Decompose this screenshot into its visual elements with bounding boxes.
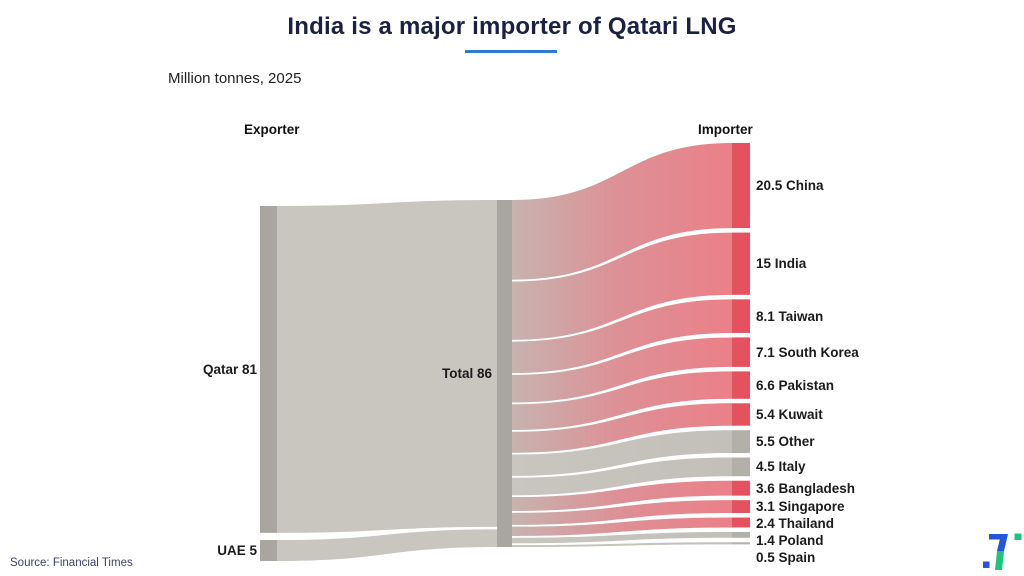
node-taiwan [732,299,750,333]
node-bangladesh [732,480,750,496]
node-poland [732,531,750,538]
node-kuwait [732,403,750,426]
node-other [732,430,750,454]
flow-total-kuwait [512,403,732,453]
logo-dot-blue-icon [983,561,990,568]
flow-total-poland [512,531,732,544]
node-south-korea [732,337,750,367]
node-singapore [732,500,750,514]
flow-total-india [512,232,732,340]
chart-title: India is a major importer of Qatari LNG [287,13,737,40]
source-attribution: Source: Financial Times [10,557,133,569]
importer-column-header: Importer [698,122,753,137]
flow-qatar-total [277,200,497,533]
chart-subtitle: Million tonnes, 2025 [168,70,302,87]
flow-total-other [512,430,732,476]
logo-seven-blue-icon [989,534,1008,551]
flow-total-china [512,143,732,280]
brand-logo [983,533,1022,570]
flow-uae-total [277,529,497,561]
flow-total-singapore [512,500,732,525]
title-underline [465,50,557,53]
logo-stem-green-icon [995,551,1004,570]
flow-total-spain [512,542,732,547]
node-total [497,200,512,547]
node-italy [732,457,750,477]
node-uae [260,540,277,561]
flow-total-bangladesh [512,480,732,512]
node-china [732,143,750,229]
exporter-column-header: Exporter [244,122,300,137]
flow-total-south-korea [512,337,732,403]
node-india [732,232,750,295]
node-qatar [260,206,277,533]
flow-total-pakistan [512,371,732,430]
node-thailand [732,517,750,528]
flow-total-taiwan [512,299,732,374]
flow-total-thailand [512,517,732,537]
logo-dot-green-icon [1014,533,1022,540]
flow-total-italy [512,457,732,496]
node-spain [732,542,750,545]
node-pakistan [732,371,750,399]
